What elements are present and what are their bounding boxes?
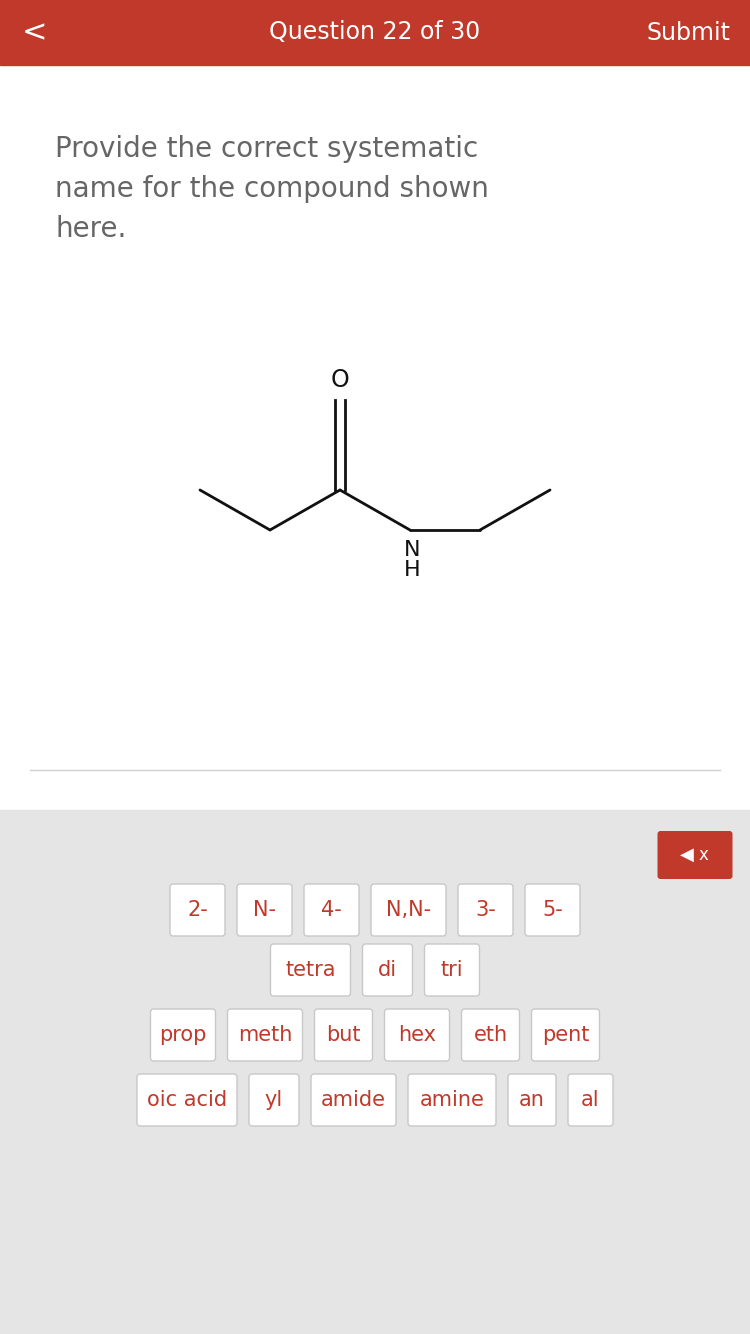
Text: here.: here. (55, 215, 126, 243)
FancyBboxPatch shape (314, 1009, 373, 1061)
Text: name for the compound shown: name for the compound shown (55, 175, 489, 203)
Text: al: al (581, 1090, 600, 1110)
Text: oic acid: oic acid (147, 1090, 227, 1110)
FancyBboxPatch shape (151, 1009, 215, 1061)
Text: Submit: Submit (646, 20, 730, 44)
Text: hex: hex (398, 1025, 436, 1045)
Text: N,N-: N,N- (386, 900, 431, 920)
FancyBboxPatch shape (408, 1074, 496, 1126)
Text: 2-: 2- (188, 900, 208, 920)
Text: yl: yl (265, 1090, 284, 1110)
Text: an: an (519, 1090, 545, 1110)
FancyBboxPatch shape (658, 831, 733, 879)
Text: tetra: tetra (285, 960, 336, 980)
Text: 4-: 4- (321, 900, 342, 920)
FancyBboxPatch shape (170, 884, 225, 936)
Text: <: < (22, 17, 47, 47)
FancyBboxPatch shape (137, 1074, 237, 1126)
Text: amine: amine (419, 1090, 484, 1110)
Text: meth: meth (238, 1025, 292, 1045)
FancyBboxPatch shape (385, 1009, 449, 1061)
Text: Provide the correct systematic: Provide the correct systematic (55, 135, 479, 163)
Text: di: di (378, 960, 397, 980)
Text: amide: amide (321, 1090, 386, 1110)
Text: eth: eth (473, 1025, 508, 1045)
FancyBboxPatch shape (311, 1074, 396, 1126)
FancyBboxPatch shape (249, 1074, 299, 1126)
Text: Question 22 of 30: Question 22 of 30 (269, 20, 481, 44)
Text: ◀: ◀ (680, 846, 694, 864)
Text: O: O (331, 368, 350, 392)
Text: pent: pent (542, 1025, 590, 1045)
Text: N-: N- (253, 900, 276, 920)
FancyBboxPatch shape (424, 944, 479, 996)
Text: N: N (404, 540, 420, 560)
FancyBboxPatch shape (458, 884, 513, 936)
FancyBboxPatch shape (271, 944, 350, 996)
FancyBboxPatch shape (525, 884, 580, 936)
Text: but: but (326, 1025, 361, 1045)
FancyBboxPatch shape (461, 1009, 520, 1061)
Text: x: x (698, 846, 708, 864)
FancyBboxPatch shape (532, 1009, 599, 1061)
FancyBboxPatch shape (508, 1074, 556, 1126)
Bar (0, 810, 750, 1334)
FancyBboxPatch shape (371, 884, 446, 936)
Text: H: H (404, 560, 420, 580)
FancyBboxPatch shape (568, 1074, 613, 1126)
Text: 3-: 3- (476, 900, 496, 920)
Text: 5-: 5- (542, 900, 562, 920)
FancyBboxPatch shape (227, 1009, 302, 1061)
FancyBboxPatch shape (237, 884, 292, 936)
FancyBboxPatch shape (362, 944, 413, 996)
Bar (0, 0, 750, 65)
Text: prop: prop (159, 1025, 207, 1045)
Text: tri: tri (441, 960, 464, 980)
FancyBboxPatch shape (304, 884, 359, 936)
